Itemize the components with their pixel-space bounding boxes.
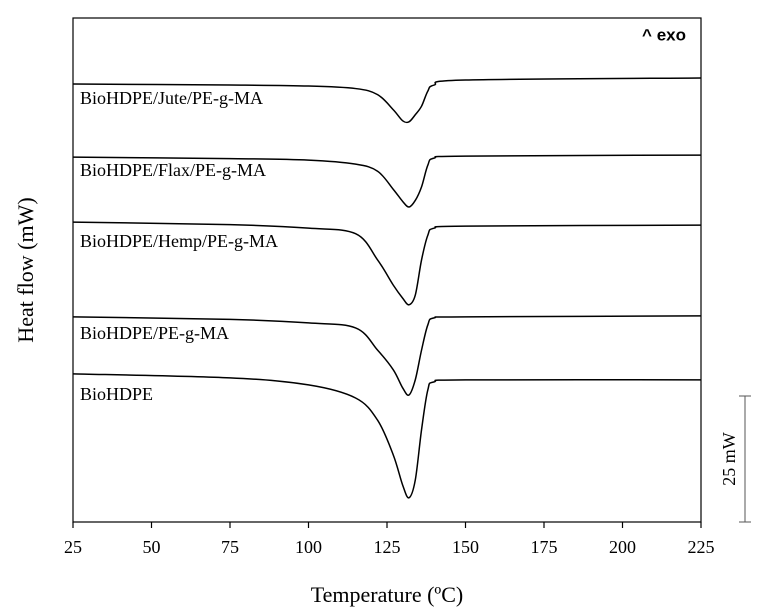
series-label: BioHDPE (80, 384, 153, 404)
series-label: BioHDPE/Jute/PE-g-MA (80, 88, 263, 108)
curve (72, 221, 702, 306)
x-tick-label: 75 (221, 537, 239, 557)
scale-bar-label: 25 mW (719, 432, 739, 486)
curve (72, 77, 702, 124)
x-tick-label: 175 (531, 537, 558, 557)
series-label: BioHDPE/Hemp/PE-g-MA (80, 231, 278, 251)
x-tick-label: 150 (452, 537, 479, 557)
y-axis-label: Heat flow (mW) (13, 197, 38, 342)
series-label: BioHDPE/Flax/PE-g-MA (80, 160, 266, 180)
curve (72, 315, 702, 396)
x-tick-label: 225 (688, 537, 715, 557)
x-tick-label: 50 (143, 537, 161, 557)
curve (72, 373, 702, 499)
x-tick-label: 25 (64, 537, 82, 557)
annotation: ^ exo (642, 25, 686, 44)
series-label: BioHDPE/PE-g-MA (80, 323, 229, 343)
x-tick-label: 100 (295, 537, 322, 557)
x-tick-label: 200 (609, 537, 636, 557)
curve (72, 154, 702, 208)
x-axis-label: Temperature (ºC) (311, 582, 464, 607)
x-tick-label: 125 (374, 537, 401, 557)
